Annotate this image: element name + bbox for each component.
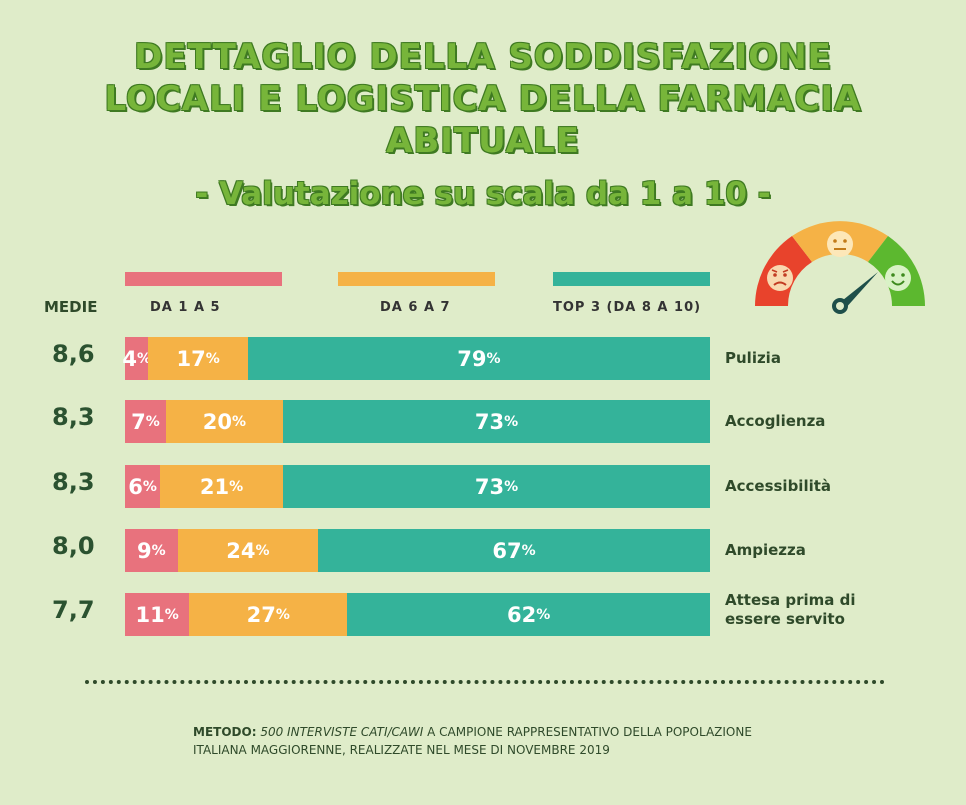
bar-segment-mid: 24% [177,529,319,572]
data-label-unit: % [504,478,519,495]
data-label: 73 [474,474,505,499]
footer-line-2: ITALIANA MAGGIORENNE, REALIZZATE NEL MES… [193,743,610,757]
data-label-unit: % [205,350,220,367]
legend-label-mid: DA 6 A 7 [380,300,451,315]
mean-value: 8,6 [52,340,95,368]
bar-segment-top: 67% [318,529,710,572]
data-label-unit: % [255,542,270,559]
footer-metodo-label: METODO [193,725,252,739]
data-label: 79 [457,346,487,371]
bar-segment-low: 11% [125,593,190,636]
legend-swatch-low [125,272,282,286]
chart-title-line-3: ABITUALE [386,121,580,161]
data-label-unit: % [275,606,290,623]
legend-label-top: TOP 3 (DA 8 A 10) [553,300,702,315]
category-label: Accessibilità [725,477,832,495]
bar-row: 4% 17% 79% [122,337,710,380]
category-label: Ampiezza [725,541,806,559]
data-label-unit: % [536,606,551,623]
bar-segment-low: 7% [125,400,166,443]
mean-value: 8,3 [52,403,95,431]
data-label-unit: % [521,542,536,559]
data-label-unit: % [232,413,247,430]
bar-segment-low: 4% [122,337,152,380]
neutral-face-icon [827,231,853,257]
bar-row: 6% 21% 73% [125,465,710,508]
bar-segment-mid: 27% [189,593,348,636]
data-label-unit: % [229,478,244,495]
data-label: 4 [122,346,137,371]
data-label: 6 [128,474,143,499]
category-label: Accoglienza [725,412,826,430]
bar-segment-mid: 17% [148,337,248,380]
needle-icon [832,272,878,314]
bar-segment-mid: 20% [165,400,283,443]
bar-segment-top: 73% [282,465,710,508]
data-label-unit: % [486,350,501,367]
mean-value: 7,7 [52,596,95,624]
legend-label-low: DA 1 A 5 [150,300,221,315]
data-label: 17 [176,346,206,371]
data-label: 11 [135,602,165,627]
footer-method: METODO: 500 INTERVISTE CATI/CAWI A CAMPI… [193,723,813,759]
data-label: 20 [202,409,233,434]
footer-metodo-italic: 500 INTERVISTE CATI/CAWI [260,725,424,739]
data-label: 24 [226,538,256,563]
data-label: 27 [246,602,276,627]
data-label: 62 [507,602,537,627]
data-label-unit: % [151,542,166,559]
mean-value: 8,0 [52,532,95,560]
data-label-unit: % [504,413,519,430]
bar-segment-top: 62% [347,593,710,636]
chart-subtitle: - Valutazione su scala da 1 a 10 - [195,176,771,212]
data-label-unit: % [142,478,157,495]
data-label: 67 [492,538,522,563]
bar-segment-mid: 21% [160,465,283,508]
medie-header: MEDIE [44,298,98,316]
category-label: Pulizia [725,349,781,367]
data-label: 9 [136,538,152,563]
bar-row: 9% 24% 67% [125,529,710,572]
data-label: 73 [474,409,505,434]
data-label-unit: % [164,606,179,623]
bar-segment-top: 79% [247,337,710,380]
legend-swatch-mid [338,272,495,286]
bar-segment-low: 9% [125,529,178,572]
dotted-divider [85,680,885,684]
data-label-unit: % [137,350,152,367]
bar-row: 11% 27% 62% [125,593,710,636]
data-label: 7 [131,409,146,434]
footer-metodo-rest: A CAMPIONE RAPPRESENTATIVO DELLA POPOLAZ… [427,725,752,739]
sad-face-icon [767,265,793,291]
bar-row: 7% 20% 73% [125,400,710,443]
satisfaction-gauge-icon [755,221,925,314]
happy-face-icon [885,265,911,291]
chart-title-line-1: DETTAGLIO DELLA SODDISFAZIONE [134,37,832,77]
mean-value: 8,3 [52,468,95,496]
data-label: 21 [199,474,230,499]
chart-title-line-2: LOCALI E LOGISTICA DELLA FARMACIA [104,79,862,119]
bar-segment-top: 73% [282,400,710,443]
category-label: Attesa prima di essere servito [725,591,856,628]
bar-segment-low: 6% [125,465,161,508]
legend-swatch-top [553,272,710,286]
data-label-unit: % [145,413,160,430]
